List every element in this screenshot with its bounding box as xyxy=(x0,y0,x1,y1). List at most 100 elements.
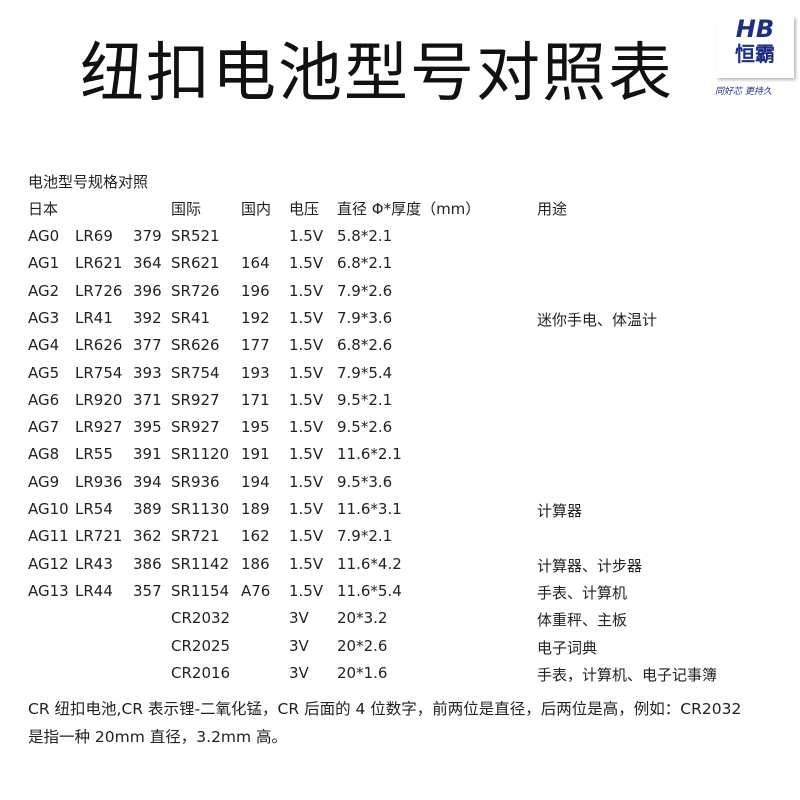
cell-size: 11.6*4.2 xyxy=(337,554,402,573)
cell-lr-code: LR927 xyxy=(75,418,123,437)
cell-number-code: 394 xyxy=(133,472,162,491)
cell-voltage: 1.5V xyxy=(289,445,324,464)
cell-domestic-code: 195 xyxy=(241,418,270,437)
cell-intl-code: CR2016 xyxy=(171,663,231,682)
brand-logo: HB 恒霸 xyxy=(716,16,794,78)
cell-size: 11.6*5.4 xyxy=(337,581,402,600)
cell-number-code: 386 xyxy=(133,554,162,573)
cell-domestic-code: 194 xyxy=(241,472,270,491)
header-japan: 日本 xyxy=(28,200,59,218)
cell-intl-code: SR936 xyxy=(171,472,220,491)
footnote-line-2: 是指一种 20mm 直径，3.2mm 高。 xyxy=(28,728,288,746)
cell-intl-code: SR41 xyxy=(171,308,211,327)
cell-domestic-code: 191 xyxy=(241,445,270,464)
logo-brand-cn: 恒霸 xyxy=(735,42,775,66)
cell-size: 7.9*5.4 xyxy=(337,363,393,382)
cell-lr-code: LR621 xyxy=(75,254,123,273)
cell-japan-code: AG1 xyxy=(28,254,60,273)
cell-number-code: 396 xyxy=(133,281,162,300)
cell-japan-code: AG9 xyxy=(28,472,60,491)
header-intl: 国际 xyxy=(171,200,202,218)
cell-number-code: 357 xyxy=(133,581,162,600)
cell-size: 9.5*2.1 xyxy=(337,390,393,409)
cell-lr-code: LR43 xyxy=(75,554,113,573)
cell-domestic-code: 162 xyxy=(241,527,270,546)
cell-number-code: 393 xyxy=(133,363,162,382)
cell-japan-code: AG4 xyxy=(28,336,60,355)
cell-japan-code: AG12 xyxy=(28,554,69,573)
cell-size: 6.8*2.6 xyxy=(337,336,393,355)
cell-voltage: 1.5V xyxy=(289,308,324,327)
cell-domestic-code: 177 xyxy=(241,336,270,355)
cell-size: 20*2.6 xyxy=(337,636,388,655)
cell-voltage: 1.5V xyxy=(289,336,324,355)
cell-number-code: 364 xyxy=(133,254,162,273)
cell-voltage: 1.5V xyxy=(289,581,324,600)
cell-lr-code: LR721 xyxy=(75,527,123,546)
cell-lr-code: LR920 xyxy=(75,390,123,409)
cell-intl-code: SR927 xyxy=(171,390,220,409)
cell-intl-code: SR1120 xyxy=(171,445,230,464)
cell-size: 7.9*3.6 xyxy=(337,308,393,327)
cell-voltage: 1.5V xyxy=(289,254,324,273)
cell-japan-code: AG5 xyxy=(28,363,60,382)
cell-size: 9.5*3.6 xyxy=(337,472,393,491)
cell-domestic-code: 196 xyxy=(241,281,270,300)
cell-number-code: 379 xyxy=(133,227,162,245)
cell-usage: 电子词典 xyxy=(537,638,598,657)
cell-intl-code: SR626 xyxy=(171,336,220,355)
cell-intl-code: SR521 xyxy=(171,227,220,245)
cell-size: 6.8*2.1 xyxy=(337,254,393,273)
cell-intl-code: SR754 xyxy=(171,363,220,382)
cell-voltage: 1.5V xyxy=(289,472,324,491)
cell-size: 11.6*3.1 xyxy=(337,500,402,518)
cell-number-code: 371 xyxy=(133,390,162,409)
cell-intl-code: SR1142 xyxy=(171,554,230,573)
cell-voltage: 1.5V xyxy=(289,500,324,518)
cell-japan-code: AG0 xyxy=(28,227,60,245)
cell-intl-code: SR1130 xyxy=(171,500,230,518)
cell-number-code: 389 xyxy=(133,500,162,518)
cell-lr-code: LR626 xyxy=(75,336,123,355)
cell-domestic-code: A76 xyxy=(241,581,271,600)
logo-brand: HB xyxy=(735,15,775,43)
cell-size: 20*1.6 xyxy=(337,663,388,682)
cell-domestic-code: 192 xyxy=(241,308,270,327)
cell-intl-code: CR2032 xyxy=(171,609,231,628)
cell-size: 5.8*2.1 xyxy=(337,227,393,245)
header-size: 直径 Φ*厚度（mm） xyxy=(337,200,481,218)
cell-japan-code: AG8 xyxy=(28,445,60,464)
cell-lr-code: LR41 xyxy=(75,308,113,327)
footnote-line-1: CR 纽扣电池,CR 表示锂-二氧化锰，CR 后面的 4 位数字，前两位是直径，… xyxy=(28,700,742,718)
cell-size: 9.5*2.6 xyxy=(337,418,393,437)
page-title: 纽扣电池型号对照表 xyxy=(80,37,674,111)
cell-number-code: 392 xyxy=(133,308,162,327)
cell-number-code: 362 xyxy=(133,527,162,546)
cell-domestic-code: 189 xyxy=(241,500,270,518)
cell-intl-code: SR726 xyxy=(171,281,220,300)
cell-usage: 计算器 xyxy=(537,502,583,520)
cell-number-code: 391 xyxy=(133,445,162,464)
cell-japan-code: AG6 xyxy=(28,390,60,409)
logo-tagline: 同好芯 更持久 xyxy=(715,87,772,97)
cell-usage: 手表，计算机、电子记事簿 xyxy=(537,665,718,684)
cell-usage: 手表、计算机 xyxy=(537,583,628,602)
cell-japan-code: AG7 xyxy=(28,418,60,437)
cell-lr-code: LR936 xyxy=(75,472,123,491)
cell-voltage: 3V xyxy=(289,636,309,655)
cell-lr-code: LR55 xyxy=(75,445,113,464)
cell-intl-code: SR621 xyxy=(171,254,220,273)
cell-voltage: 1.5V xyxy=(289,527,324,546)
cell-japan-code: AG13 xyxy=(28,581,69,600)
cell-domestic-code: 171 xyxy=(241,390,270,409)
cell-intl-code: SR1154 xyxy=(171,581,230,600)
header-usage: 用途 xyxy=(537,200,568,218)
cell-intl-code: SR927 xyxy=(171,418,220,437)
cell-usage: 计算器、计步器 xyxy=(537,556,643,575)
cell-size: 20*3.2 xyxy=(337,609,388,628)
cell-voltage: 1.5V xyxy=(289,363,324,382)
cell-lr-code: LR754 xyxy=(75,363,123,382)
cell-voltage: 3V xyxy=(289,663,309,682)
cell-lr-code: LR44 xyxy=(75,581,113,600)
